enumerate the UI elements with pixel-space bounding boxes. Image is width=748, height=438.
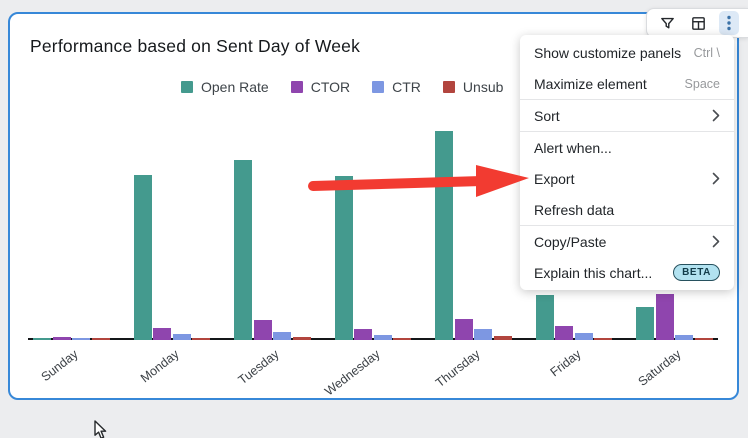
chart-legend: Open Rate CTOR CTR Unsub: [181, 79, 503, 95]
legend-item-ctor[interactable]: CTOR: [290, 79, 351, 95]
menu-item-label: Sort: [534, 107, 560, 124]
menu-item-label: Copy/Paste: [534, 233, 607, 250]
bar-unsub-wednesday[interactable]: [393, 338, 411, 340]
bar-ctr-wednesday[interactable]: [373, 335, 392, 340]
bar-unsub-saturday[interactable]: [694, 338, 713, 340]
table-columns-icon: [691, 16, 705, 30]
submenu-chevron-icon: [712, 235, 720, 248]
bar-open-rate-tuesday[interactable]: [234, 160, 252, 340]
legend-label: Open Rate: [201, 79, 269, 95]
bar-unsub-friday[interactable]: [594, 338, 612, 340]
x-axis-label-sunday: Sunday: [38, 347, 81, 385]
legend-label: Unsub: [462, 79, 504, 95]
menu-item-maximize-element[interactable]: Maximize element Space: [520, 68, 734, 99]
menu-divider: [520, 225, 734, 226]
panel-hover-toolbar: [646, 8, 748, 38]
menu-item-shortcut: Ctrl \: [693, 45, 720, 60]
legend-label: CTR: [392, 79, 421, 95]
menu-item-label: Show customize panels: [534, 44, 682, 61]
menu-item-sort[interactable]: Sort: [520, 100, 734, 131]
x-axis-label-wednesday: Wednesday: [321, 347, 383, 399]
bar-ctor-monday[interactable]: [153, 328, 171, 340]
menu-item-copy-paste[interactable]: Copy/Paste: [520, 226, 734, 257]
x-axis-label-monday: Monday: [137, 347, 182, 386]
menu-divider: [520, 99, 734, 100]
beta-badge: BETA: [673, 264, 720, 281]
menu-item-label: Export: [534, 170, 575, 187]
menu-item-alert-when[interactable]: Alert when...: [520, 132, 734, 163]
bar-unsub-sunday[interactable]: [91, 338, 110, 340]
more-options-button[interactable]: [719, 11, 739, 35]
x-axis-label-saturday: Saturday: [635, 347, 684, 389]
x-axis-label-tuesday: Tuesday: [235, 347, 282, 388]
x-axis-label-thursday: Thursday: [432, 347, 483, 391]
bar-open-rate-thursday[interactable]: [435, 131, 453, 340]
bar-open-rate-sunday[interactable]: [33, 338, 51, 340]
legend-item-ctr[interactable]: CTR: [372, 79, 421, 95]
bar-open-rate-friday[interactable]: [535, 295, 554, 340]
menu-item-label: Refresh data: [534, 201, 615, 218]
bar-ctr-monday[interactable]: [172, 334, 191, 340]
bar-open-rate-monday[interactable]: [133, 175, 152, 340]
menu-divider: [520, 131, 734, 132]
bar-unsub-thursday[interactable]: [493, 336, 512, 340]
legend-item-unsub[interactable]: Unsub: [442, 79, 504, 95]
submenu-chevron-icon: [712, 172, 720, 185]
x-axis-line: [28, 338, 718, 340]
menu-item-show-customize-panels[interactable]: Show customize panels Ctrl \: [520, 37, 734, 68]
bar-open-rate-saturday[interactable]: [636, 307, 654, 340]
menu-item-label: Explain this chart...: [534, 264, 653, 281]
legend-swatch-open-rate: [181, 81, 193, 93]
bar-ctr-tuesday[interactable]: [273, 332, 291, 340]
menu-item-shortcut: Space: [684, 76, 720, 91]
submenu-chevron-icon: [712, 109, 720, 122]
menu-item-label: Maximize element: [534, 75, 647, 92]
bar-open-rate-wednesday[interactable]: [334, 176, 353, 340]
bar-ctr-saturday[interactable]: [675, 335, 693, 340]
menu-item-explain-this-chart[interactable]: Explain this chart... BETA: [520, 257, 734, 288]
legend-item-open-rate[interactable]: Open Rate: [181, 79, 269, 95]
legend-swatch-ctor: [290, 81, 303, 93]
filter-funnel-icon: [660, 17, 674, 28]
context-menu: Show customize panels Ctrl \ Maximize el…: [520, 35, 734, 290]
bar-ctor-sunday[interactable]: [52, 337, 71, 340]
bar-unsub-tuesday[interactable]: [292, 337, 311, 340]
bar-unsub-monday[interactable]: [192, 338, 210, 340]
bar-ctr-friday[interactable]: [574, 333, 593, 340]
bar-ctr-sunday[interactable]: [72, 338, 90, 340]
menu-item-refresh-data[interactable]: Refresh data: [520, 194, 734, 225]
bar-ctor-thursday[interactable]: [454, 319, 473, 340]
bar-ctor-friday[interactable]: [555, 326, 573, 340]
legend-swatch-unsub: [442, 81, 455, 93]
bar-ctor-tuesday[interactable]: [253, 320, 272, 340]
kebab-menu-icon: [727, 15, 731, 31]
chart-title: Performance based on Sent Day of Week: [30, 36, 361, 56]
table-view-button[interactable]: [688, 12, 708, 34]
legend-label: CTOR: [310, 79, 351, 95]
menu-item-export[interactable]: Export: [520, 163, 734, 194]
x-axis-label-friday: Friday: [547, 347, 584, 380]
bar-ctr-thursday[interactable]: [474, 329, 492, 340]
filter-button[interactable]: [657, 12, 677, 34]
bar-ctor-saturday[interactable]: [655, 294, 674, 340]
legend-swatch-ctr: [372, 81, 385, 93]
bar-ctor-wednesday[interactable]: [354, 329, 372, 340]
menu-item-label: Alert when...: [534, 139, 612, 156]
